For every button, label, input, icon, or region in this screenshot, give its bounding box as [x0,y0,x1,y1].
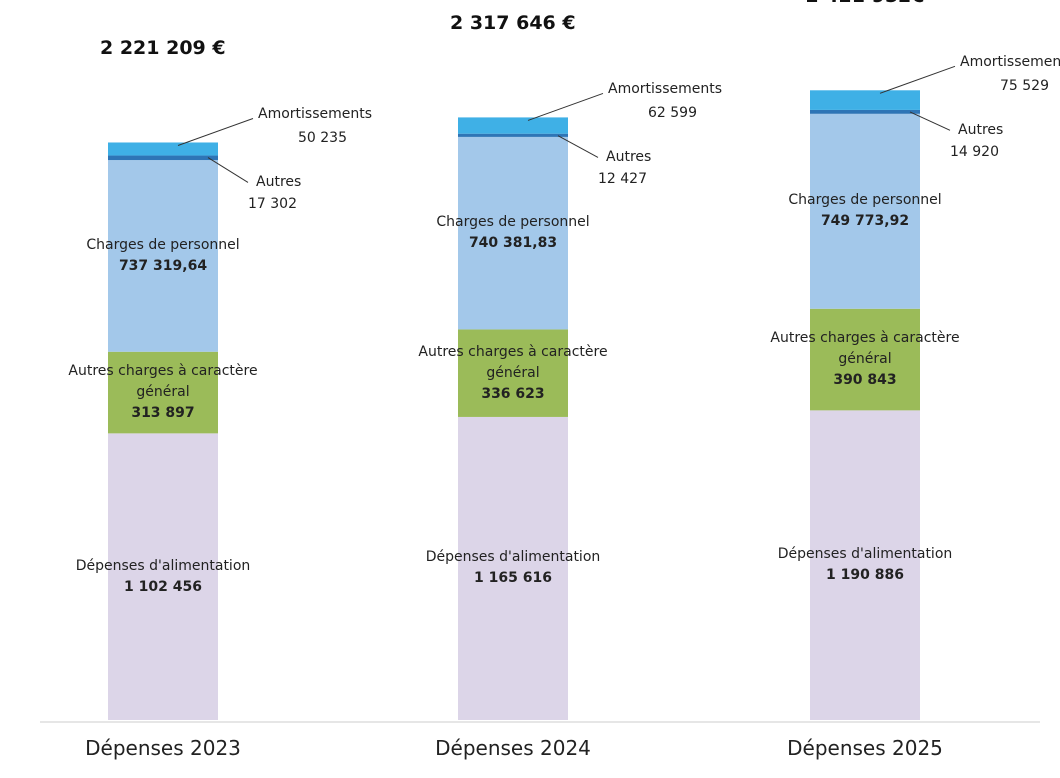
leader-line [909,111,951,131]
value-label: 17 302 [248,196,297,213]
segment-label: Autres charges à caractère général 336 62… [403,342,623,405]
leader-line [207,157,249,183]
bar-segment [810,109,920,114]
value-label: 737 319,64 [118,257,208,274]
x-tick-label: Dépenses 2024 [435,736,591,760]
value-label: 75 529 [1000,78,1049,95]
x-tick-label: Dépenses 2023 [85,736,241,760]
total-label: 2 221 209 € [100,37,226,60]
series-name: Charges de personnel [86,236,240,253]
series-name: Autres charges à caractère général [68,363,258,401]
series-name: Dépenses d'alimentation [75,557,251,574]
value-label: 390 843 [833,372,897,389]
segment-label: Dépenses d'alimentation 1 102 456 [53,556,273,598]
series-name: Autres charges à caractère général [770,330,960,368]
series-name: Amortissements [258,106,373,123]
bar-segment [810,308,920,411]
segment-label: Autres charges à caractère général 313 89… [53,361,273,424]
segment-label: Charges de personnel 737 319,64 [53,235,273,277]
value-label: 50 235 [298,130,347,147]
value-label: 1 165 616 [474,570,552,587]
series-name: Autres [606,149,652,166]
segment-label: Dépenses d'alimentation 1 190 886 [755,544,975,586]
leader-line [177,118,254,146]
value-label: 313 897 [131,405,195,422]
bar-segment [458,329,568,417]
value-label: 749 773,92 [820,213,910,230]
series-name: Charges de personnel [436,214,590,231]
x-tick-label: Dépenses 2025 [787,736,943,760]
value-label: 1 102 456 [124,578,202,595]
series-name: Amortissements [960,54,1060,71]
bar-segment [108,142,218,156]
leader-line [557,135,599,158]
value-label: 14 920 [950,144,999,161]
series-name: Dépenses d'alimentation [777,546,953,563]
total-label: 2 317 646 € [450,12,576,35]
series-name: Amortissements [608,81,723,98]
bar-segment [810,90,920,110]
value-label: 62 599 [648,105,697,122]
total-label: 2 421 952€ [806,0,925,7]
segment-label: Charges de personnel 749 773,92 [755,190,975,232]
segment-label: Autres charges à caractère général 390 84… [755,328,975,391]
series-name: Autres charges à caractère général [418,343,608,381]
value-label: 1 190 886 [826,567,904,584]
bar-segment [458,133,568,137]
bar-segment [108,433,218,720]
leader-line [527,92,604,121]
bar-segment [108,351,218,434]
series-name: Dépenses d'alimentation [425,549,601,566]
bar-segment [458,117,568,134]
bar-segment [810,113,920,309]
segment-label: Dépenses d'alimentation 1 165 616 [403,547,623,589]
series-name: Autres [958,122,1004,139]
segment-label: Charges de personnel 740 381,83 [403,212,623,254]
bar-segment [458,416,568,720]
series-name: Autres [256,174,302,191]
bar-segment [810,410,920,720]
bar-segment [458,136,568,330]
value-label: 12 427 [598,171,647,188]
value-label: 740 381,83 [468,235,558,252]
bar-segment [108,155,218,161]
series-name: Charges de personnel [788,192,942,209]
leader-line [879,65,956,94]
bar-segment [108,160,218,352]
value-label: 336 623 [481,385,545,402]
